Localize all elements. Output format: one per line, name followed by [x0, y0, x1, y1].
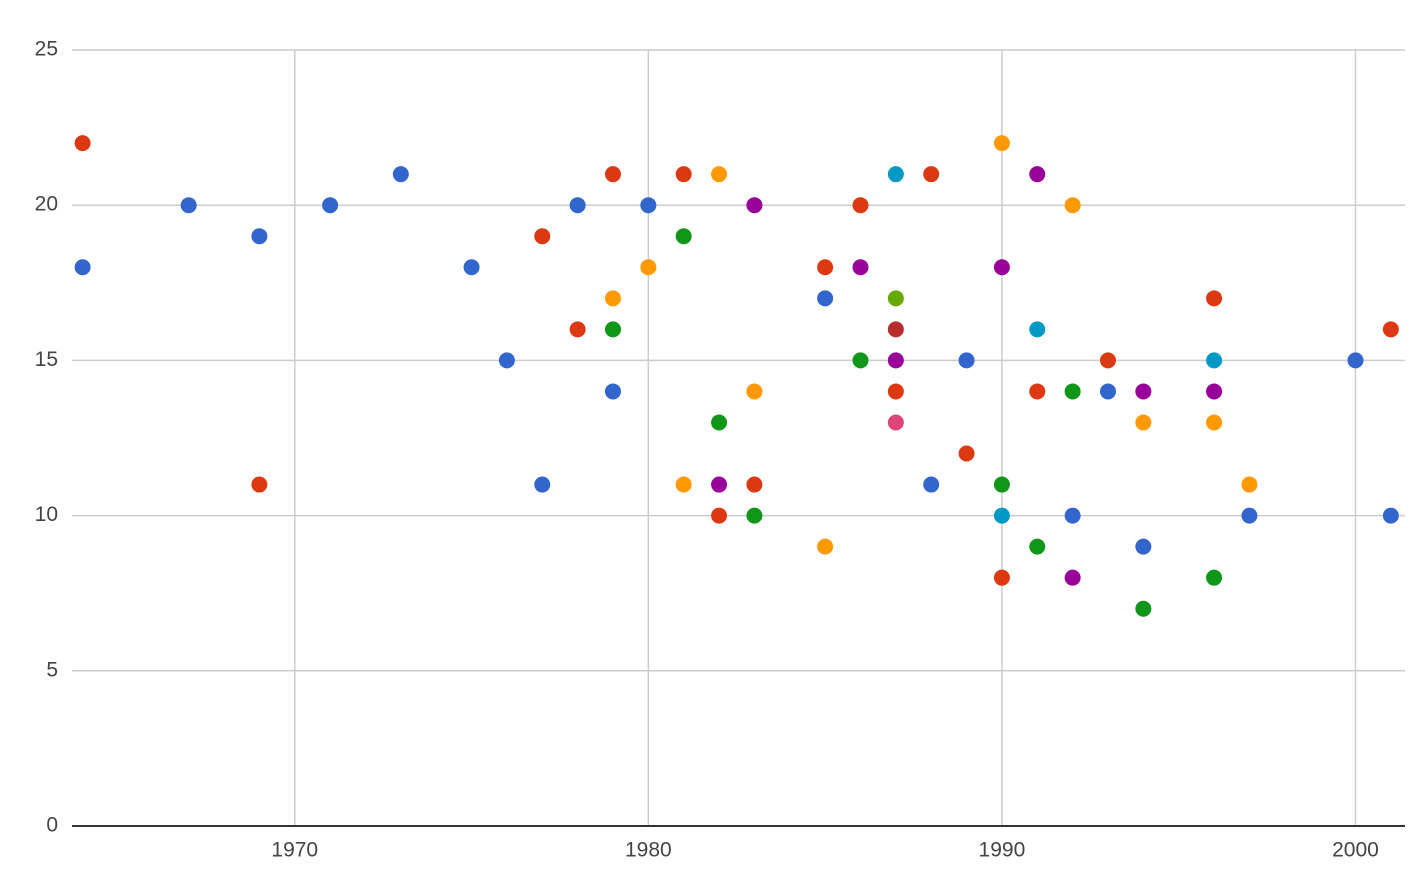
point: [711, 476, 728, 493]
y-tick-label: 10: [35, 503, 58, 526]
point: [711, 166, 728, 183]
point: [1206, 414, 1223, 431]
point: [604, 290, 621, 307]
point: [1029, 383, 1046, 400]
point: [746, 476, 763, 493]
point: [1206, 569, 1223, 586]
point: [463, 259, 480, 276]
point: [923, 476, 940, 493]
point: [1135, 383, 1152, 400]
point: [251, 228, 268, 245]
point: [746, 197, 763, 214]
point: [1029, 538, 1046, 555]
point: [746, 507, 763, 524]
point: [498, 352, 515, 369]
point: [640, 259, 657, 276]
point: [1135, 538, 1152, 555]
x-tick-label: 1980: [625, 839, 672, 862]
point: [993, 507, 1010, 524]
point: [675, 166, 692, 183]
point: [1241, 476, 1258, 493]
point: [887, 321, 904, 338]
point: [1382, 321, 1399, 338]
point: [1029, 166, 1046, 183]
point: [711, 507, 728, 524]
point: [1064, 569, 1081, 586]
x-tick-label: 1970: [271, 839, 318, 862]
point: [817, 290, 834, 307]
point: [711, 414, 728, 431]
point: [1099, 383, 1116, 400]
point: [534, 228, 551, 245]
y-tick-label: 5: [46, 658, 58, 681]
point: [746, 383, 763, 400]
y-tick-label: 0: [46, 814, 58, 837]
point: [534, 476, 551, 493]
point: [993, 135, 1010, 152]
point: [852, 259, 869, 276]
point: [569, 321, 586, 338]
point: [993, 476, 1010, 493]
point: [958, 352, 975, 369]
point: [1135, 414, 1152, 431]
point: [887, 414, 904, 431]
point: [817, 259, 834, 276]
x-tick-label: 2000: [1332, 839, 1379, 862]
point: [675, 228, 692, 245]
point: [852, 197, 869, 214]
y-tick-label: 20: [35, 193, 58, 216]
y-tick-label: 15: [35, 348, 58, 371]
point: [74, 135, 91, 152]
point: [1064, 383, 1081, 400]
point: [923, 166, 940, 183]
y-tick-label: 25: [35, 38, 58, 61]
point: [887, 383, 904, 400]
point: [392, 166, 409, 183]
point: [1241, 507, 1258, 524]
point: [604, 166, 621, 183]
point: [852, 352, 869, 369]
point: [1206, 383, 1223, 400]
point: [1382, 507, 1399, 524]
point: [817, 538, 834, 555]
point: [1064, 507, 1081, 524]
point: [604, 321, 621, 338]
point: [604, 383, 621, 400]
point: [74, 259, 91, 276]
point: [887, 166, 904, 183]
point: [1064, 197, 1081, 214]
point: [1206, 290, 1223, 307]
point: [887, 290, 904, 307]
point: [569, 197, 586, 214]
point: [1029, 321, 1046, 338]
point: [993, 569, 1010, 586]
point: [251, 476, 268, 493]
x-tick-label: 1990: [979, 839, 1026, 862]
point: [887, 352, 904, 369]
point: [1135, 600, 1152, 617]
point: [1206, 352, 1223, 369]
point: [1099, 352, 1116, 369]
point: [958, 445, 975, 462]
point: [1347, 352, 1364, 369]
point: [675, 476, 692, 493]
point: [322, 197, 339, 214]
point: [993, 259, 1010, 276]
point: [180, 197, 197, 214]
point: [640, 197, 657, 214]
